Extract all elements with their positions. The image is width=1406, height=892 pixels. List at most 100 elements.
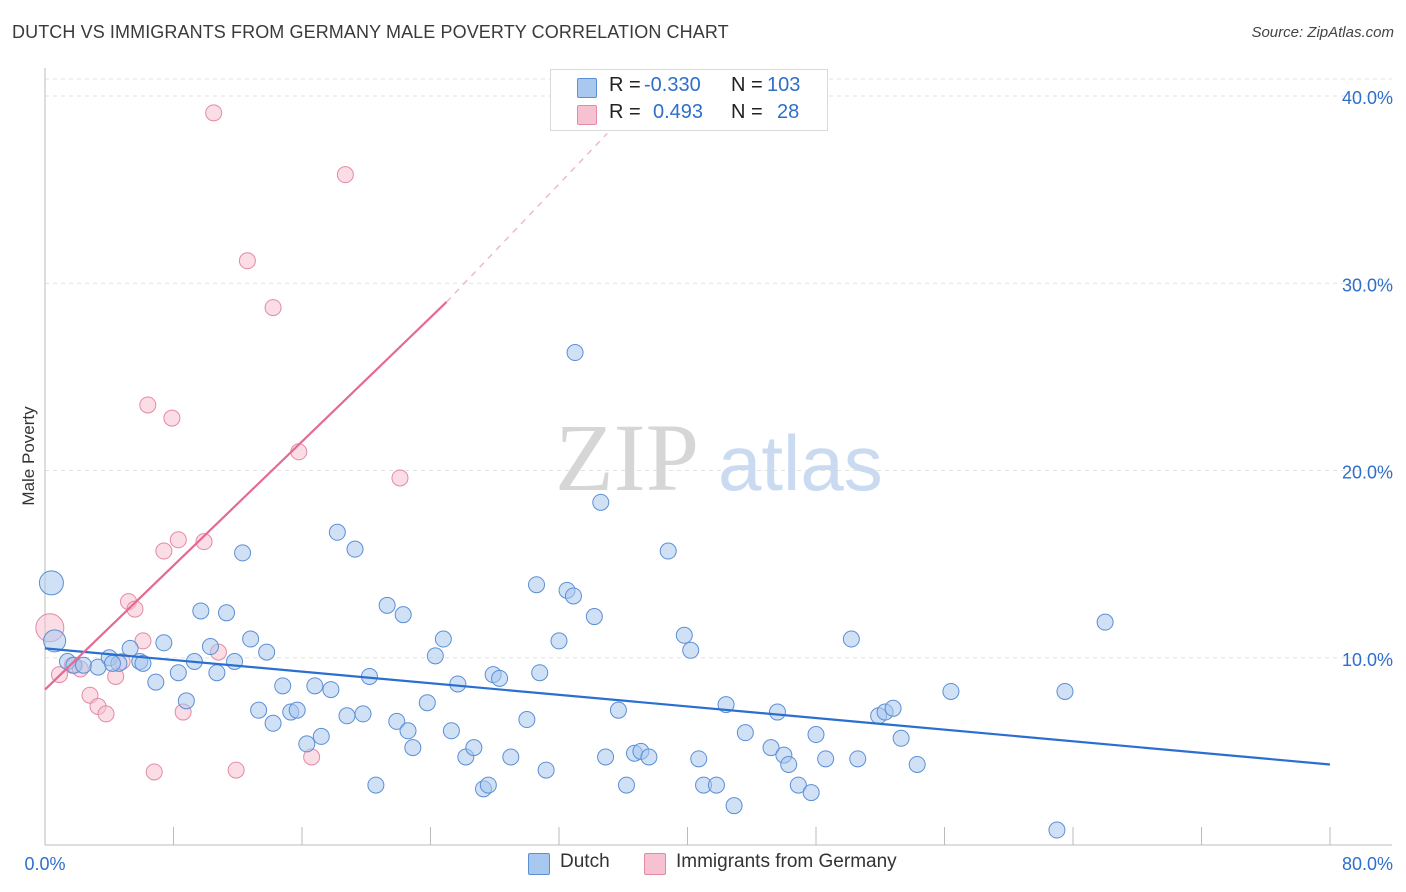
germany-swatch <box>577 105 597 125</box>
dutch-point <box>725 797 743 815</box>
dutch-point <box>465 739 483 757</box>
germany-point <box>139 396 157 414</box>
dutch-point <box>169 664 187 682</box>
germany-trend-extension <box>446 132 608 303</box>
dutch-point <box>762 739 780 757</box>
y-tick-label-3: 40.0% <box>1342 88 1393 108</box>
dutch-r-label: R = <box>609 74 641 96</box>
dutch-point <box>442 722 460 740</box>
dutch-point <box>528 576 546 594</box>
dutch-point <box>566 344 584 362</box>
dutch-point <box>354 705 372 723</box>
dutch-point <box>1048 821 1066 839</box>
dutch-point <box>802 784 820 802</box>
germany-point <box>227 761 245 779</box>
dutch-point <box>404 739 422 757</box>
dutch-point <box>675 626 693 644</box>
y-tick-label-2: 30.0% <box>1342 275 1393 295</box>
bottom-dutch-swatch <box>528 853 550 875</box>
dutch-point <box>177 692 195 710</box>
dutch-point <box>434 630 452 648</box>
stats-legend: R = -0.330 N = 103 R = 0.493 N = 28 <box>550 69 828 131</box>
dutch-point <box>690 750 708 768</box>
dutch-point <box>312 727 330 745</box>
dutch-point <box>298 735 316 753</box>
dutch-point <box>121 639 139 657</box>
y-axis-label: Male Poverty <box>19 406 38 506</box>
dutch-point <box>322 681 340 699</box>
grid-lines <box>45 78 1392 659</box>
dutch-point <box>817 750 835 768</box>
germany-point <box>391 469 409 487</box>
germany-point <box>290 443 308 461</box>
dutch-point <box>234 544 252 562</box>
dutch-point <box>449 675 467 693</box>
dutch-point <box>550 632 568 650</box>
dutch-point <box>789 776 807 794</box>
dutch-point <box>780 755 798 773</box>
germany-point <box>134 632 152 650</box>
dutch-point <box>399 722 417 740</box>
germany-point <box>195 533 213 551</box>
dutch-point <box>394 606 412 624</box>
germany-point <box>205 104 223 122</box>
germany-n-value: 28 <box>777 101 800 123</box>
dutch-n-value: 103 <box>767 74 801 96</box>
germany-point <box>163 409 181 427</box>
dutch-point <box>306 677 324 695</box>
x-tick-label-0: 0.0% <box>24 854 65 874</box>
dutch-swatch <box>577 78 597 98</box>
bottom-germany-swatch <box>644 853 666 875</box>
bottom-germany-label: Immigrants from Germany <box>676 851 897 872</box>
dutch-point <box>43 629 67 653</box>
y-tick-label-1: 20.0% <box>1342 463 1393 483</box>
dutch-point <box>707 776 725 794</box>
x-tick-label-1: 80.0% <box>1342 854 1393 874</box>
dutch-point <box>842 630 860 648</box>
dutch-point <box>531 664 549 682</box>
legend-row-dutch: R = -0.330 N = 103 <box>551 74 827 100</box>
dutch-point <box>609 701 627 719</box>
dutch-point <box>242 630 260 648</box>
dutch-n-label: N = <box>731 74 763 96</box>
trend-lines <box>44 132 1331 766</box>
dutch-point <box>38 570 64 596</box>
dutch-point <box>274 677 292 695</box>
dutch-point <box>908 755 926 773</box>
dutch-point <box>736 724 754 742</box>
dutch-point <box>388 712 406 730</box>
dutch-point <box>640 748 658 766</box>
y-tick-labels: 10.0% 20.0% 30.0% 40.0% <box>1342 88 1393 670</box>
dutch-point <box>942 682 960 700</box>
dutch-point <box>849 750 867 768</box>
germany-point <box>145 763 163 781</box>
germany-r-label: R = <box>609 101 641 123</box>
dutch-point <box>147 673 165 691</box>
dutch-point <box>328 523 346 541</box>
dutch-point <box>768 703 786 721</box>
dutch-point <box>1096 613 1114 631</box>
dutch-point <box>218 604 236 622</box>
germany-point <box>264 299 282 317</box>
dutch-point <box>103 654 121 672</box>
germany-trend-line <box>44 301 448 691</box>
legend-row-germany: R = 0.493 N = 28 <box>551 101 827 127</box>
dutch-point <box>1056 682 1074 700</box>
dutch-point <box>346 540 364 558</box>
germany-point <box>155 542 173 560</box>
dutch-point <box>617 776 635 794</box>
germany-point <box>238 252 256 270</box>
dutch-point <box>338 707 356 725</box>
dutch-point <box>682 641 700 659</box>
watermark-atlas: atlas <box>718 419 883 507</box>
dutch-point <box>518 711 536 729</box>
dutch-point <box>378 596 396 614</box>
dutch-point <box>288 701 306 719</box>
dutch-point <box>426 647 444 665</box>
dutch-point <box>264 714 282 732</box>
y-tick-label-0: 10.0% <box>1342 650 1393 670</box>
watermark-zip: ZIP <box>555 404 699 511</box>
axes <box>44 68 1392 846</box>
dutch-point <box>597 748 615 766</box>
dutch-point <box>807 726 825 744</box>
